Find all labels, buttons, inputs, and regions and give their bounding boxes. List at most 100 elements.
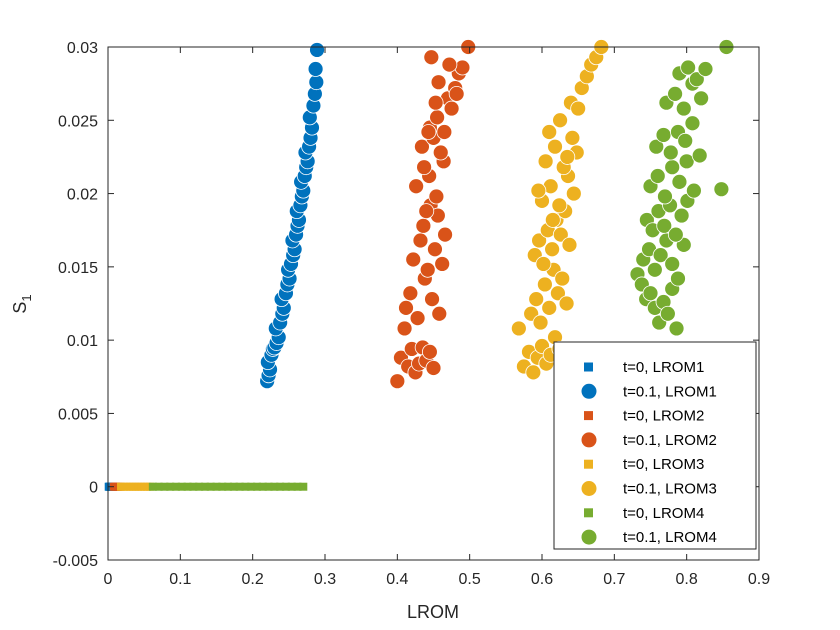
data-point (148, 482, 157, 491)
data-point (664, 256, 681, 272)
data-point (430, 74, 447, 91)
data-point (657, 188, 673, 205)
data-point (408, 178, 425, 195)
data-point (420, 124, 437, 140)
data-point (200, 482, 209, 491)
data-point (671, 173, 688, 190)
y-tick-label: 0.025 (58, 113, 98, 130)
legend-label: t=0, LROM3 (623, 456, 704, 473)
data-point (425, 360, 442, 376)
axis-ticks: 0 0.1 0.2 0.3 0.4 0.5 0.6 0.7 0.8 0.9 -0.005 0 0.005… (53, 40, 771, 588)
data-point (414, 138, 430, 155)
data-point (697, 61, 714, 77)
y-axis-label: S1 (10, 294, 34, 313)
data-point (428, 188, 445, 205)
data-point (544, 241, 561, 258)
legend-marker-square (584, 508, 593, 518)
data-point (649, 168, 666, 184)
legend-marker-circle (581, 481, 597, 496)
data-point (415, 217, 432, 234)
data-point (281, 482, 290, 491)
data-point (448, 86, 465, 102)
data-point (551, 197, 568, 214)
data-point (655, 127, 672, 143)
data-point (224, 482, 233, 491)
data-point (684, 115, 701, 132)
data-point (389, 373, 406, 390)
data-point (680, 59, 697, 76)
data-point (441, 56, 458, 73)
data-point (510, 320, 527, 337)
data-point (427, 94, 444, 111)
data-point (293, 482, 302, 491)
y-tick-label: 0.015 (58, 260, 98, 277)
legend: t=0, LROM1 t=0.1, LROM1 t=0, LROM2 t=0.1, L… (553, 341, 757, 550)
data-point (561, 236, 578, 253)
y-tick-label: 0.03 (67, 40, 98, 57)
data-point (299, 482, 308, 491)
data-point (673, 207, 690, 224)
data-point (419, 261, 436, 278)
legend-label: t=0, LROM4 (623, 505, 704, 522)
data-point (241, 482, 250, 491)
data-point (678, 153, 695, 170)
x-tick-label: 0.2 (242, 571, 264, 588)
data-point (541, 299, 558, 316)
data-point (418, 203, 435, 220)
data-point (570, 100, 587, 117)
y-axis-label-group: S1 (10, 294, 34, 313)
x-tick-label: 0.3 (314, 571, 336, 588)
x-tick-label: 0.4 (386, 571, 408, 588)
data-point (195, 482, 204, 491)
data-point (218, 482, 227, 491)
data-point (564, 129, 581, 146)
data-point (402, 285, 419, 302)
series-t-0-1-lrom3 (510, 39, 610, 381)
data-point (662, 144, 679, 161)
series-t-0-lrom3 (117, 482, 154, 491)
data-point (270, 482, 279, 491)
legend-marker-square (584, 411, 593, 421)
data-point (532, 314, 549, 331)
data-point (552, 112, 568, 129)
data-point (691, 147, 708, 164)
data-point (547, 138, 563, 155)
legend-label: t=0.1, LROM2 (623, 432, 717, 449)
legend-label: t=0, LROM2 (623, 408, 704, 425)
legend-marker-square (584, 459, 593, 469)
axes-box (107, 46, 760, 561)
data-point (668, 320, 685, 337)
data-point (537, 153, 554, 170)
y-tick-label: 0.005 (58, 406, 98, 423)
data-point (427, 241, 443, 258)
data-point (646, 261, 663, 278)
data-marks (104, 39, 735, 491)
x-tick-label: 0.1 (169, 571, 191, 588)
data-point (424, 291, 440, 308)
data-point (659, 305, 676, 322)
x-tick-label: 0 (104, 571, 113, 588)
legend-marker-square (584, 362, 593, 372)
data-point (565, 185, 582, 202)
data-point (642, 285, 659, 302)
data-point (541, 124, 558, 140)
data-point (189, 482, 198, 491)
data-point (396, 320, 413, 337)
data-point (535, 256, 552, 272)
data-point (287, 482, 296, 491)
x-tick-label: 0.8 (676, 571, 698, 588)
data-point (434, 256, 451, 272)
data-point (550, 285, 566, 302)
legend-marker-circle (581, 383, 597, 399)
data-point (405, 251, 422, 268)
data-point (253, 482, 262, 491)
data-point (276, 482, 285, 491)
data-point (308, 74, 325, 91)
legend-label: t=0, LROM1 (623, 359, 704, 376)
data-point (212, 482, 221, 491)
x-tick-label: 0.5 (459, 571, 481, 588)
data-point (177, 482, 186, 491)
data-point (258, 482, 267, 491)
data-point (437, 226, 453, 243)
